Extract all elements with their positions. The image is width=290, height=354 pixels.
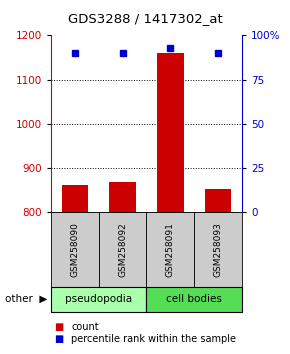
Text: other  ▶: other ▶ (6, 294, 48, 304)
Text: GSM258090: GSM258090 (70, 222, 79, 277)
Bar (99, 212, 146, 287)
Text: count: count (71, 322, 99, 332)
Bar (194, 212, 242, 287)
Text: GDS3288 / 1417302_at: GDS3288 / 1417302_at (68, 12, 222, 25)
Bar (205, 189, 231, 212)
Bar (146, 287, 242, 312)
Text: GSM258092: GSM258092 (118, 222, 127, 277)
Bar (109, 182, 136, 212)
Bar (146, 212, 194, 287)
Text: pseudopodia: pseudopodia (65, 294, 132, 304)
Bar (51, 287, 146, 312)
Text: cell bodies: cell bodies (166, 294, 222, 304)
Text: GSM258091: GSM258091 (166, 222, 175, 277)
Text: ■: ■ (54, 334, 63, 344)
Bar (61, 185, 88, 212)
Text: percentile rank within the sample: percentile rank within the sample (71, 334, 236, 344)
Bar (157, 53, 184, 212)
Text: GSM258093: GSM258093 (214, 222, 223, 277)
Bar (51, 212, 99, 287)
Text: ■: ■ (54, 322, 63, 332)
